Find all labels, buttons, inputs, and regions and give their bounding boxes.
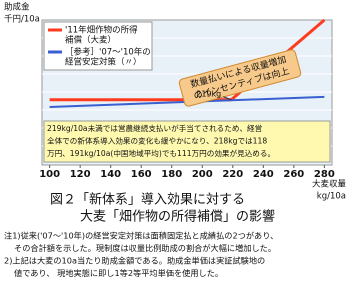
footnote: 値であり、 現地実態に即し1等2等平均単価を使用した。 <box>14 268 223 278</box>
callout-box <box>178 49 302 107</box>
x-tick-label: 220 <box>222 169 243 180</box>
caption: 図２「新体系」導入効果に対する <box>50 192 245 208</box>
x-axis-label: 大麦収量 <box>312 179 347 190</box>
x-tick-label: 240 <box>253 169 274 180</box>
x-tick-label: 200 <box>192 169 213 180</box>
x-tick-label: 260 <box>283 169 304 180</box>
y-axis-label: 千円/10a <box>4 14 40 25</box>
note-box-text: 全体での新体系導入効果の変化も緩やかになり、218kgでは118 <box>47 136 267 146</box>
x-tick-label: 140 <box>100 169 121 180</box>
footnote: 注1)従来('07～'10年)の経営安定対策は面積固定払と成績払の2つがあり、 <box>4 231 278 241</box>
x-axis-label: kg/10a <box>317 192 346 202</box>
footnote: その合計額を示した。現制度は収量比例助成の割合が大幅に増加した。 <box>14 243 276 253</box>
note-box-text: 219kg/10a未満では営農継続支払いが手当てされるため、経営 <box>47 123 262 133</box>
note-box-text: 万円、191kg/10a(中国地域平均)でも111万円の効果が見込める。 <box>47 148 275 158</box>
x-tick-label: 100 <box>39 169 60 180</box>
threshold-label: 219kg <box>196 89 221 98</box>
x-tick-label: 160 <box>131 169 152 180</box>
x-tick-label: 180 <box>161 169 182 180</box>
x-tick-label: 120 <box>70 169 91 180</box>
legend-label: 補償（大麦） <box>65 35 116 46</box>
legend-label: 経営安定対策（〃） <box>65 57 142 68</box>
y-axis-label: 助成金 <box>4 2 30 13</box>
x-tick-label: 280 <box>314 169 335 180</box>
legend-label: ［参考］'07～'10年の <box>65 47 151 58</box>
legend-label: '11年畑作物の所得 <box>65 25 138 36</box>
caption: 大麦「畑作物の所得補償」の影響 <box>80 209 275 225</box>
threshold-arrow <box>223 96 232 101</box>
footnote: 2)上記は大麦の10a当たり助成金額である。助成金単価は実証試験地の <box>4 256 265 266</box>
note-box <box>43 120 331 163</box>
